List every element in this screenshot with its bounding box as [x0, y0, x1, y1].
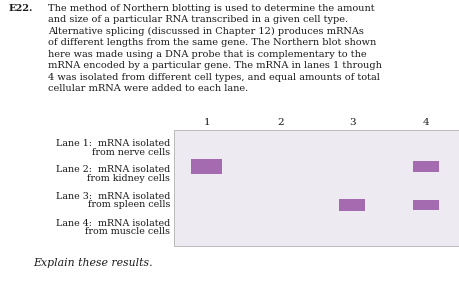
- FancyBboxPatch shape: [413, 200, 438, 210]
- Text: 2: 2: [277, 118, 284, 127]
- Text: Lane 2:  mRNA isolated: Lane 2: mRNA isolated: [56, 165, 170, 174]
- Text: 1: 1: [203, 118, 210, 127]
- Text: from muscle cells: from muscle cells: [85, 228, 170, 236]
- FancyBboxPatch shape: [174, 130, 458, 246]
- Text: 3: 3: [348, 118, 355, 127]
- Text: from spleen cells: from spleen cells: [88, 200, 170, 209]
- Text: E22.: E22.: [8, 4, 33, 13]
- Text: from kidney cells: from kidney cells: [87, 174, 170, 183]
- FancyBboxPatch shape: [339, 199, 364, 211]
- FancyBboxPatch shape: [413, 162, 438, 172]
- Text: The method of Northern blotting is used to determine the amount
and size of a pa: The method of Northern blotting is used …: [48, 4, 381, 93]
- Text: Lane 3:  mRNA isolated: Lane 3: mRNA isolated: [56, 192, 170, 201]
- FancyBboxPatch shape: [190, 159, 222, 174]
- Text: Explain these results.: Explain these results.: [33, 258, 152, 268]
- Text: 4: 4: [422, 118, 429, 127]
- Text: from nerve cells: from nerve cells: [92, 148, 170, 156]
- Text: Lane 1:  mRNA isolated: Lane 1: mRNA isolated: [56, 139, 170, 148]
- Text: Lane 4:  mRNA isolated: Lane 4: mRNA isolated: [56, 219, 170, 228]
